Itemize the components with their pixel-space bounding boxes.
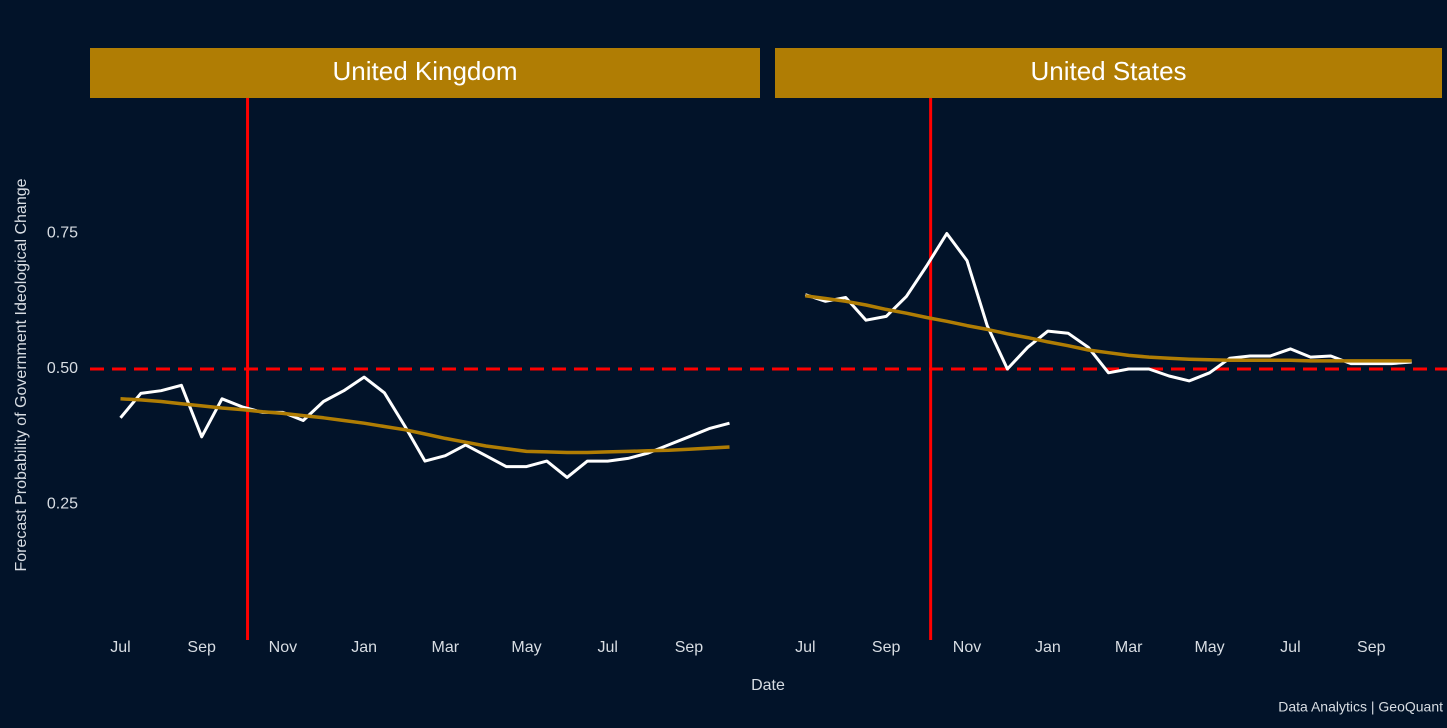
x-tick-label: Sep	[1357, 639, 1386, 656]
x-tick-label: Jul	[1280, 639, 1300, 656]
x-tick-label: Nov	[953, 639, 981, 656]
trend-line	[120, 397, 730, 455]
y-tick-label: 0.75	[47, 225, 78, 242]
y-tick-label: 0.50	[47, 360, 78, 377]
facet-strip	[90, 48, 760, 98]
x-tick-label: May	[511, 639, 541, 656]
forecast-line	[119, 375, 730, 479]
facet-title: United States	[1030, 56, 1186, 86]
x-tick-label: Sep	[187, 639, 216, 656]
facet-title: United Kingdom	[333, 56, 518, 86]
forecast-line	[804, 232, 1412, 383]
x-tick-label: Sep	[675, 639, 704, 656]
x-tick-label: Jul	[598, 639, 618, 656]
x-tick-label: Nov	[269, 639, 297, 656]
x-tick-label: Jul	[795, 639, 815, 656]
y-axis-label: Forecast Probability of Government Ideol…	[13, 178, 30, 571]
x-tick-label: Jan	[1035, 639, 1061, 656]
y-tick-label: 0.25	[47, 496, 78, 513]
facet-strip	[775, 48, 1442, 98]
x-tick-label: May	[1194, 639, 1224, 656]
x-tick-label: Mar	[1115, 639, 1143, 656]
trend-line	[805, 294, 1412, 363]
x-tick-label: Sep	[872, 639, 901, 656]
x-tick-label: Mar	[432, 639, 460, 656]
x-axis-label: Date	[751, 677, 785, 694]
x-tick-label: Jan	[351, 639, 377, 656]
x-tick-label: Jul	[110, 639, 130, 656]
caption: Data Analytics | GeoQuant	[1278, 699, 1443, 715]
